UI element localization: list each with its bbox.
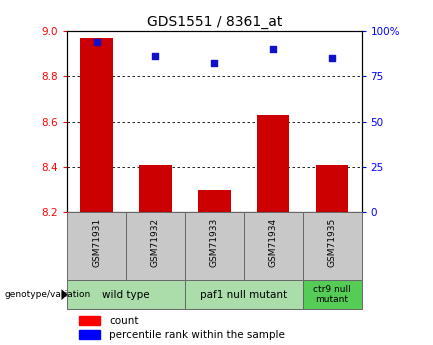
Bar bbox=[257, 115, 289, 212]
Text: wild type: wild type bbox=[102, 290, 150, 299]
Text: count: count bbox=[109, 316, 139, 326]
Text: GSM71935: GSM71935 bbox=[328, 218, 336, 267]
Bar bbox=[79, 330, 100, 339]
Point bbox=[93, 40, 100, 45]
Bar bbox=[303, 280, 362, 309]
Bar bbox=[81, 38, 113, 212]
Bar bbox=[303, 212, 362, 281]
Point bbox=[270, 46, 277, 52]
Point bbox=[211, 60, 218, 66]
Text: GSM71932: GSM71932 bbox=[151, 218, 160, 267]
Point bbox=[152, 53, 159, 59]
Point bbox=[329, 56, 336, 61]
Bar bbox=[185, 212, 244, 281]
Bar bbox=[316, 165, 348, 212]
Bar bbox=[126, 212, 185, 281]
Text: percentile rank within the sample: percentile rank within the sample bbox=[109, 329, 285, 339]
Text: ctr9 null
mutant: ctr9 null mutant bbox=[313, 285, 351, 304]
Text: GSM71933: GSM71933 bbox=[210, 218, 219, 267]
Bar bbox=[67, 280, 185, 309]
Text: GSM71931: GSM71931 bbox=[92, 218, 101, 267]
Bar bbox=[198, 189, 230, 212]
Bar bbox=[185, 280, 303, 309]
Text: paf1 null mutant: paf1 null mutant bbox=[200, 290, 288, 299]
Title: GDS1551 / 8361_at: GDS1551 / 8361_at bbox=[147, 14, 282, 29]
Bar bbox=[67, 212, 126, 281]
Bar bbox=[79, 316, 100, 325]
Bar bbox=[139, 165, 171, 212]
Text: genotype/variation: genotype/variation bbox=[4, 290, 90, 299]
Bar bbox=[244, 212, 303, 281]
Polygon shape bbox=[61, 289, 68, 300]
Text: GSM71934: GSM71934 bbox=[269, 218, 278, 267]
